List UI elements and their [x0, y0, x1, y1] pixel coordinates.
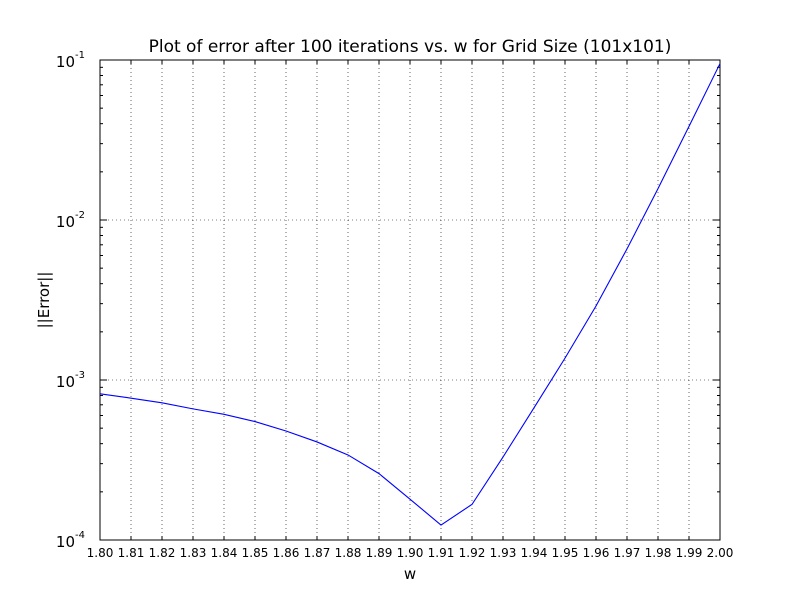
x-tick-label: 1.95 [552, 546, 579, 560]
y-tick-label-base: 10 [56, 373, 75, 391]
x-tick-label: 1.91 [428, 546, 455, 560]
y-tick-label-exponent: -2 [75, 210, 85, 221]
x-tick-label: 1.96 [583, 546, 610, 560]
y-tick-label-exponent: -4 [75, 530, 85, 541]
x-tick-label: 1.90 [397, 546, 424, 560]
y-tick-label-base: 10 [56, 533, 75, 551]
x-tick-label: 1.99 [676, 546, 703, 560]
x-tick-label: 1.92 [459, 546, 486, 560]
x-tick-label: 1.85 [242, 546, 269, 560]
x-tick-label: 1.94 [521, 546, 548, 560]
y-tick-label-base: 10 [56, 53, 75, 71]
x-tick-label: 1.80 [87, 546, 114, 560]
x-tick-label: 1.87 [304, 546, 331, 560]
x-tick-label: 1.83 [180, 546, 207, 560]
x-tick-label: 1.98 [645, 546, 672, 560]
x-axis-label: w [404, 565, 416, 583]
y-tick-label-exponent: -3 [75, 370, 85, 381]
x-tick-label: 1.81 [118, 546, 145, 560]
x-tick-label: 1.88 [335, 546, 362, 560]
x-tick-label: 1.82 [149, 546, 176, 560]
series-line [99, 63, 721, 526]
x-tick-label: 2.00 [707, 546, 734, 560]
x-tick-label: 1.84 [211, 546, 238, 560]
series-group [99, 63, 721, 526]
axis-ticks: 1.80 1.81 1.82 1.83 1.84 1.85 1.86 1.87 1.88 1.89… [56, 50, 733, 560]
chart-title: Plot of error after 100 iterations vs. w… [149, 37, 672, 57]
y-tick-label-exponent: -1 [75, 50, 85, 61]
gridlines [100, 60, 720, 540]
x-tick-label: 1.86 [273, 546, 300, 560]
y-axis-label: ||Error|| [35, 272, 53, 329]
x-tick-label: 1.89 [366, 546, 393, 560]
y-tick-label-base: 10 [56, 213, 75, 231]
x-tick-label: 1.93 [490, 546, 517, 560]
x-tick-label: 1.97 [614, 546, 641, 560]
